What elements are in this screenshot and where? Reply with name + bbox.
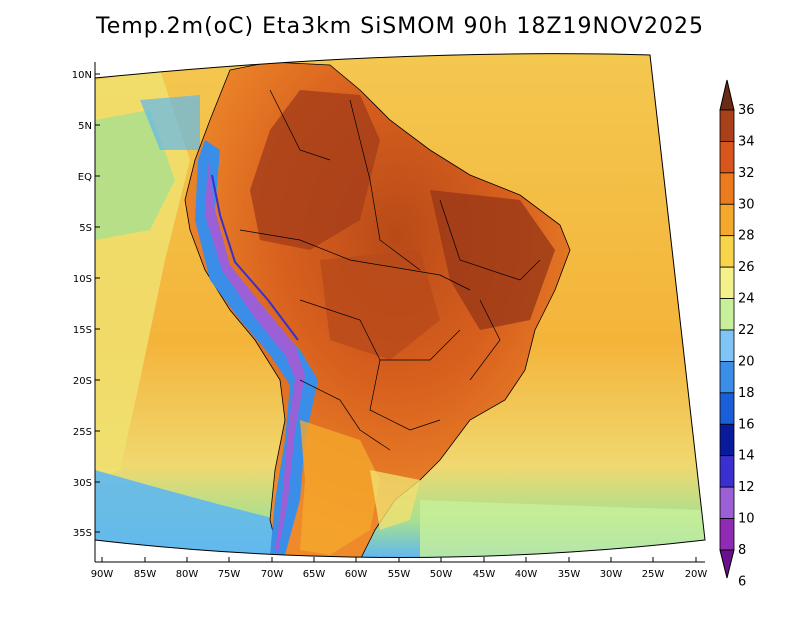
chart-title: Temp.2m(oC) Eta3km SiSMOM 90h 18Z19NOV20… xyxy=(96,14,704,39)
colorbar: 36 34 32 30 28 26 24 22 20 18 16 14 12 10 8 6 xyxy=(719,79,755,589)
lon-label: 55W xyxy=(388,569,411,580)
lat-label: 15S xyxy=(73,325,92,336)
colorbar-label: 28 xyxy=(738,229,755,244)
colorbar-segment xyxy=(719,235,735,268)
lon-label: 70W xyxy=(261,569,284,580)
colorbar-label: 14 xyxy=(738,449,755,464)
colorbar-segment xyxy=(719,298,735,331)
lon-label: 25W xyxy=(642,569,665,580)
colorbar-label: 32 xyxy=(738,166,755,181)
colorbar-segment xyxy=(719,361,735,394)
lon-label: 85W xyxy=(134,569,157,580)
lat-label: 35S xyxy=(73,528,92,539)
colorbar-segment xyxy=(719,203,735,237)
lon-label: 80W xyxy=(176,569,199,580)
colorbar-bottom-arrow xyxy=(719,549,735,579)
lon-label: 20W xyxy=(685,569,708,580)
political-borders xyxy=(239,89,541,451)
colorbar-label: 16 xyxy=(738,417,755,432)
lat-label: 30S xyxy=(73,478,92,489)
colorbar-label: 8 xyxy=(738,543,746,558)
lat-label: 25S xyxy=(73,427,92,438)
colorbar-label: 22 xyxy=(738,323,755,338)
lat-label: 20S xyxy=(73,376,92,387)
lat-label: 10S xyxy=(73,274,92,285)
colorbar-segment xyxy=(719,329,735,362)
lon-label: 60W xyxy=(345,569,368,580)
colorbar-label: 26 xyxy=(738,260,755,275)
colorbar-label: 6 xyxy=(738,574,746,589)
lon-label: 65W xyxy=(303,569,326,580)
lat-label: 10N xyxy=(72,70,92,81)
lon-label: 50W xyxy=(430,569,453,580)
colorbar-segment xyxy=(719,518,735,551)
colorbar-segment xyxy=(719,109,735,142)
lon-label: 40W xyxy=(515,569,538,580)
lat-label: 5N xyxy=(78,121,92,132)
colorbar-segment xyxy=(719,392,735,425)
colorbar-label: 18 xyxy=(738,386,755,401)
map-frame xyxy=(94,53,706,558)
lon-label: 90W xyxy=(91,569,114,580)
lon-label: 45W xyxy=(473,569,496,580)
colorbar-label: 20 xyxy=(738,354,755,369)
lon-label: 35W xyxy=(558,569,581,580)
colorbar-label: 12 xyxy=(738,480,755,495)
lat-label: EQ xyxy=(78,172,92,183)
colorbar-top-arrow xyxy=(719,79,735,111)
colorbar-label: 30 xyxy=(738,197,755,212)
lon-label: 75W xyxy=(218,569,241,580)
colorbar-segment xyxy=(719,172,735,205)
colorbar-segment xyxy=(719,486,735,519)
colorbar-segment xyxy=(719,455,735,488)
colorbar-label: 24 xyxy=(738,292,755,307)
colorbar-label: 10 xyxy=(738,512,755,527)
colorbar-segment xyxy=(719,266,735,299)
temperature-field xyxy=(95,53,705,558)
longitude-axis: 90W 85W 80W 75W 70W 65W 60W 55W 50W 45W … xyxy=(91,569,708,580)
colorbar-label: 36 xyxy=(738,103,755,118)
latitude-axis: 10N 5N EQ 5S 10S 15S 20S 25S 30S 35S xyxy=(72,70,92,539)
lat-label: 5S xyxy=(79,223,92,234)
lon-label: 30W xyxy=(600,569,623,580)
colorbar-segment xyxy=(719,423,735,457)
colorbar-segment xyxy=(719,141,735,174)
colorbar-label: 34 xyxy=(738,134,755,149)
